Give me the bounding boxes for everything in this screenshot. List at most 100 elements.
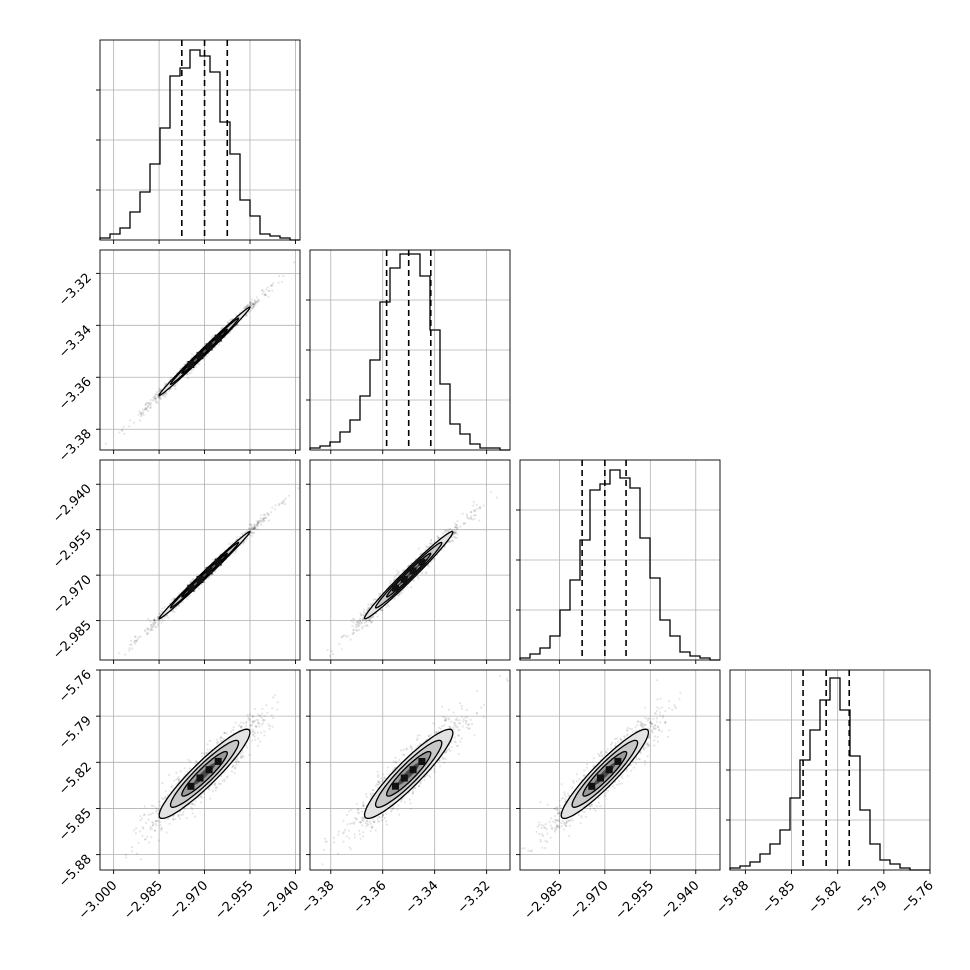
scatter-point: [236, 535, 239, 539]
scatter-point: [412, 578, 416, 582]
scatter-point: [158, 396, 161, 399]
scatter-point: [360, 613, 363, 617]
scatter-point: [196, 573, 199, 577]
scatter-point: [267, 519, 270, 522]
scatter-point: [160, 797, 163, 800]
scatter-point: [463, 522, 466, 526]
scatter-point: [424, 548, 427, 551]
scatter-point: [153, 394, 156, 397]
scatter-point: [402, 753, 405, 756]
density-peak: [187, 782, 195, 790]
scatter-point: [266, 513, 269, 516]
scatter-point: [346, 823, 349, 826]
density-peak: [214, 334, 222, 342]
scatter-point: [152, 622, 156, 625]
scatter-point: [232, 728, 235, 732]
scatter-point: [257, 721, 260, 724]
scatter-point: [401, 570, 404, 573]
scatter-point: [351, 625, 354, 628]
scatter-point: [139, 815, 142, 818]
scatter-point: [261, 289, 264, 292]
scatter-point: [121, 429, 124, 432]
scatter-point: [213, 784, 216, 787]
scatter-point: [526, 463, 528, 465]
scatter-point: [150, 624, 153, 627]
scatter-point: [268, 727, 271, 731]
scatter-point: [352, 629, 355, 632]
scatter-point: [251, 302, 255, 305]
scatter-point: [227, 542, 231, 545]
scatter-point: [163, 393, 166, 396]
scatter-point: [152, 623, 155, 626]
scatter-point: [444, 719, 447, 722]
scatter-point: [355, 621, 358, 624]
scatter-point: [330, 649, 333, 653]
scatter-point: [397, 571, 401, 574]
scatter-point: [467, 517, 471, 520]
scatter-point: [149, 398, 152, 402]
scatter-point: [226, 775, 229, 778]
scatter-point: [147, 628, 150, 631]
scatter-point: [376, 615, 379, 618]
scatter-point: [280, 280, 283, 284]
scatter-point: [365, 619, 368, 623]
scatter-point: [142, 827, 145, 830]
scatter-point: [158, 619, 161, 623]
scatter-point: [256, 296, 259, 299]
scatter-point: [252, 305, 255, 308]
scatter-point: [232, 726, 235, 729]
scatter-point: [257, 299, 260, 302]
scatter-point: [371, 620, 374, 623]
scatter-point: [151, 824, 154, 827]
scatter-point: [265, 288, 268, 291]
scatter-point: [474, 514, 477, 517]
scatter-point: [252, 719, 255, 723]
scatter-point: [252, 527, 255, 530]
scatter-point: [177, 604, 180, 607]
scatter-point: [453, 721, 456, 725]
scatter-point: [150, 626, 153, 629]
scatter-point: [467, 727, 470, 730]
scatter-point: [284, 497, 287, 500]
scatter-point: [252, 302, 255, 306]
scatter-point: [190, 802, 193, 806]
scatter-point: [440, 705, 444, 708]
scatter-point: [255, 523, 258, 526]
scatter-point: [356, 625, 360, 628]
scatter-point: [148, 629, 151, 632]
scatter-point: [270, 284, 273, 287]
scatter-point: [446, 530, 449, 533]
scatter-point: [124, 653, 127, 656]
scatter-point: [357, 621, 360, 625]
scatter-point: [142, 411, 145, 414]
scatter-point: [239, 721, 242, 724]
scatter-point: [134, 640, 137, 643]
scatter-point: [192, 368, 195, 371]
scatter-point: [358, 821, 361, 824]
scatter-point: [180, 813, 183, 817]
scatter-point: [208, 739, 211, 743]
scatter-point: [218, 737, 221, 740]
scatter-point: [252, 302, 255, 305]
scatter-point: [199, 801, 203, 804]
scatter-point: [450, 720, 453, 723]
scatter-point: [441, 725, 444, 728]
scatter-point: [154, 397, 157, 400]
scatter-point: [211, 336, 214, 339]
scatter-point: [139, 635, 142, 638]
scatter-point: [345, 635, 348, 638]
scatter-point: [247, 716, 250, 719]
panel-frame: [99, 249, 301, 451]
scatter-point: [458, 702, 461, 705]
scatter-point: [189, 581, 192, 584]
scatter-point: [175, 783, 178, 786]
scatter-point: [232, 552, 235, 555]
scatter-point: [455, 523, 458, 526]
scatter-point: [252, 306, 255, 309]
scatter-point: [144, 408, 147, 411]
scatter-point: [370, 621, 373, 624]
scatter-point: [139, 858, 142, 861]
scatter-point: [140, 413, 143, 416]
scatter-point: [398, 758, 401, 762]
scatter-point: [450, 741, 453, 744]
